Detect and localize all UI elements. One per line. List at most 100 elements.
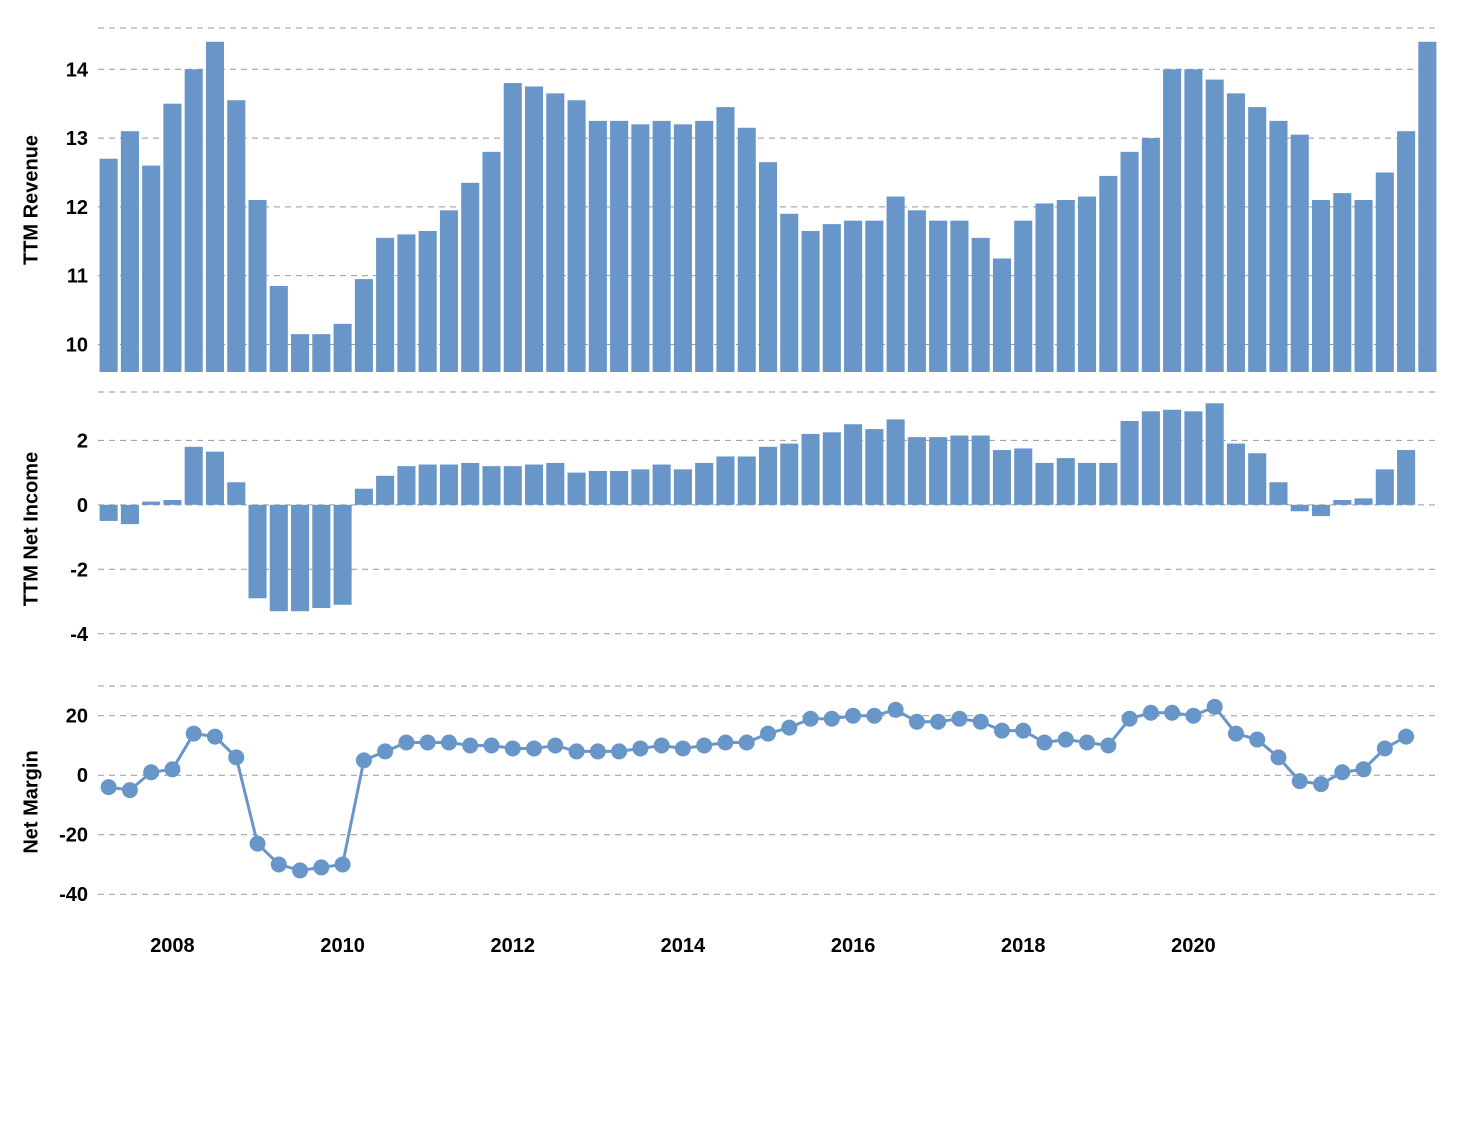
net-income-bar — [185, 447, 203, 505]
net-income-bar — [1078, 463, 1096, 505]
net-margin-marker — [1079, 735, 1095, 751]
net-income-bar — [1312, 505, 1330, 516]
revenue-bar — [482, 152, 500, 372]
revenue-bar — [1014, 221, 1032, 372]
net-income-bar — [1333, 500, 1351, 505]
revenue-ytick-label: 10 — [66, 334, 88, 356]
net-margin-ytick-label: -20 — [59, 825, 88, 847]
net-margin-marker — [569, 743, 585, 759]
net-income-bar — [929, 437, 947, 505]
revenue-bar — [206, 42, 224, 372]
net-margin-marker — [1292, 773, 1308, 789]
net-margin-ylabel: Net Margin — [21, 686, 44, 918]
net-margin-marker — [1100, 737, 1116, 753]
net-margin-marker — [313, 859, 329, 875]
revenue-svg: 1011121314 — [20, 20, 1448, 380]
net-margin-marker — [1015, 723, 1031, 739]
panel-net-margin: Net Margin-40-20020200820102012201420162… — [20, 678, 1448, 978]
revenue-bar — [865, 221, 883, 372]
panel-net-income: TTM Net Income-4-202 — [20, 384, 1448, 674]
net-income-bar — [482, 466, 500, 505]
revenue-bar — [716, 107, 734, 372]
revenue-ytick-label: 13 — [66, 128, 88, 150]
revenue-bar — [1163, 69, 1181, 372]
net-income-bar — [716, 456, 734, 504]
revenue-bar — [376, 238, 394, 372]
revenue-bar — [780, 214, 798, 372]
revenue-bar — [1333, 193, 1351, 372]
revenue-bar — [589, 121, 607, 372]
net-margin-marker — [781, 720, 797, 736]
revenue-bar — [844, 221, 862, 372]
revenue-bar — [1206, 80, 1224, 372]
net-income-bar — [1269, 482, 1287, 505]
net-margin-marker — [505, 740, 521, 756]
net-margin-marker — [1313, 776, 1329, 792]
net-income-bar — [100, 505, 118, 521]
revenue-bar — [525, 86, 543, 372]
net-income-bar — [695, 463, 713, 505]
net-margin-marker — [1164, 705, 1180, 721]
chart-stack: TTM Revenue1011121314TTM Net Income-4-20… — [20, 20, 1448, 982]
net-income-bar — [589, 471, 607, 505]
net-margin-marker — [824, 711, 840, 727]
revenue-bar — [610, 121, 628, 372]
net-margin-marker — [186, 726, 202, 742]
net-margin-marker — [101, 779, 117, 795]
net-margin-marker — [483, 737, 499, 753]
net-income-bar — [972, 436, 990, 505]
net-margin-marker — [930, 714, 946, 730]
revenue-bar — [674, 124, 692, 372]
revenue-bar — [1099, 176, 1117, 372]
net-income-bar — [1397, 450, 1415, 505]
revenue-bar — [440, 210, 458, 372]
net-margin-marker — [1377, 740, 1393, 756]
net-margin-marker — [207, 729, 223, 745]
revenue-bar — [142, 166, 160, 372]
revenue-bar — [695, 121, 713, 372]
revenue-bar — [1227, 93, 1245, 372]
net-margin-marker — [845, 708, 861, 724]
net-margin-ytick-label: 20 — [66, 706, 88, 728]
panel-revenue: TTM Revenue1011121314 — [20, 20, 1448, 380]
revenue-bar — [568, 100, 586, 372]
net-margin-ytick-label: 0 — [77, 765, 88, 787]
net-income-ytick-label: 2 — [77, 430, 88, 452]
net-income-bar — [163, 500, 181, 505]
net-income-bar — [419, 465, 437, 505]
revenue-bar — [355, 279, 373, 372]
net-income-bar — [908, 437, 926, 505]
revenue-bar — [738, 128, 756, 372]
revenue-bar — [121, 131, 139, 372]
net-margin-line — [109, 707, 1406, 871]
net-margin-marker — [228, 749, 244, 765]
revenue-ylabel: TTM Revenue — [21, 28, 44, 372]
net-margin-marker — [547, 737, 563, 753]
net-margin-marker — [377, 743, 393, 759]
net-margin-marker — [462, 737, 478, 753]
net-income-bar — [1376, 469, 1394, 504]
net-margin-marker — [611, 743, 627, 759]
xaxis-tick-label: 2008 — [150, 935, 195, 957]
revenue-bar — [1248, 107, 1266, 372]
net-margin-ytick-label: -40 — [59, 884, 88, 906]
revenue-bar — [1184, 69, 1202, 372]
net-income-ytick-label: -2 — [70, 559, 88, 581]
net-margin-svg: -40-200202008201020122014201620182020 — [20, 678, 1448, 978]
net-margin-marker — [122, 782, 138, 798]
revenue-bar — [823, 224, 841, 372]
net-income-bar — [461, 463, 479, 505]
net-margin-marker — [994, 723, 1010, 739]
xaxis-tick-label: 2010 — [320, 935, 365, 957]
net-margin-marker — [1356, 761, 1372, 777]
revenue-bar — [270, 286, 288, 372]
net-income-bar — [610, 471, 628, 505]
net-income-bar — [355, 489, 373, 505]
net-margin-marker — [420, 735, 436, 751]
net-income-bar — [1184, 411, 1202, 504]
net-income-bar — [546, 463, 564, 505]
net-margin-marker — [1249, 732, 1265, 748]
net-income-bar — [1227, 444, 1245, 505]
revenue-bar — [1121, 152, 1139, 372]
net-income-bar — [759, 447, 777, 505]
